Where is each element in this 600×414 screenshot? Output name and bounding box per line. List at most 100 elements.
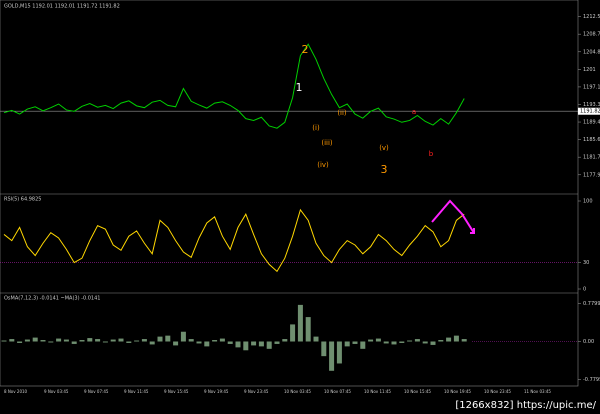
histogram-bar (1, 340, 7, 342)
histogram-bar (126, 341, 132, 343)
y-tick-label: 0 (583, 287, 586, 293)
histogram-bar (321, 341, 327, 357)
histogram-bar (446, 337, 452, 342)
wave-label: 1 (296, 81, 303, 94)
wave-label: (i) (312, 124, 320, 132)
x-tick-label: 9 Nov 19:45 (204, 389, 229, 394)
histogram-bar (290, 324, 296, 342)
histogram-bar (274, 341, 280, 344)
y-tick-label: 1185.6 (583, 137, 600, 143)
histogram-bar (24, 339, 30, 342)
histogram-bar (149, 341, 155, 345)
wave-label: a (412, 108, 416, 116)
histogram-bar (40, 340, 46, 342)
histogram-bar (56, 338, 62, 342)
histogram-bar (173, 341, 179, 346)
y-tick-label: 1208.7 (583, 32, 600, 38)
y-tick-label: 1177.9 (583, 172, 600, 178)
y-tick-label: 0.00 (583, 339, 594, 345)
histogram-bar (438, 340, 444, 342)
x-tick-label: 9 Nov 23:45 (244, 389, 269, 394)
histogram-bar (204, 341, 210, 347)
histogram-bar (344, 341, 350, 347)
y-tick-label: 1193.3 (583, 102, 600, 108)
wave-label: (v) (379, 144, 389, 152)
main-title: GOLD,M15 1192.01 1192.01 1191.72 1191.82 (4, 4, 120, 10)
y-tick-label: 1201 (583, 67, 596, 73)
histogram-bar (227, 341, 233, 344)
histogram-bar (266, 341, 272, 349)
x-tick-label: 10 Nov 07:45 (324, 389, 351, 394)
y-tick-label: 0.7799 (583, 301, 600, 307)
histogram-bar (141, 339, 147, 342)
wave-label: 3 (381, 163, 388, 176)
y-tick-label: 1181.75 (583, 155, 600, 161)
histogram-bar (79, 340, 85, 342)
y-tick-label: 100 (583, 199, 593, 205)
x-tick-label: 9 Nov 07:45 (84, 389, 109, 394)
wave-label: 2 (302, 43, 309, 56)
histogram-bar (87, 338, 93, 342)
histogram-bar (399, 341, 405, 343)
series-line (3, 43, 465, 129)
histogram-bar (48, 341, 54, 343)
histogram-bar (32, 337, 38, 342)
histogram-bar (414, 339, 420, 342)
histogram-bar (375, 338, 381, 342)
x-tick-label: 10 Nov 19:45 (444, 389, 471, 394)
histogram-bar (360, 341, 366, 349)
x-tick-label: 10 Nov 15:45 (404, 389, 431, 394)
histogram-bar (352, 341, 358, 344)
histogram-bar (9, 339, 15, 342)
wave-label: (iv) (317, 161, 329, 169)
histogram-bar (251, 341, 257, 346)
histogram-bar (71, 341, 77, 344)
histogram-bar (165, 335, 171, 342)
histogram-bar (461, 339, 467, 342)
histogram-bar (235, 341, 241, 348)
histogram-bar (17, 341, 23, 343)
histogram-bar (243, 341, 249, 351)
histogram-bar (383, 341, 389, 344)
wave-label: b (429, 150, 434, 158)
y-tick-label: 30 (583, 260, 589, 266)
watermark-bg (420, 398, 600, 412)
y-tick-label: 1189.45 (583, 120, 600, 126)
histogram-bar (391, 341, 397, 345)
y-tick-label: 1197.15 (583, 84, 600, 90)
rsi-title: RSI(5) 64.9825 (4, 197, 41, 203)
y-tick-label: 1212.55 (583, 14, 600, 20)
osma-title: OsMA(7,12,3) -0.0141 ~MA(3) -0.0141 (4, 296, 100, 302)
histogram-bar (336, 341, 342, 364)
x-tick-label: 9 Nov 03:45 (44, 389, 69, 394)
x-tick-label: 10 Nov 11:45 (364, 389, 391, 394)
histogram-bar (305, 317, 311, 342)
wave-label: (ii) (337, 109, 347, 117)
rsi-arrow (431, 199, 475, 234)
histogram-bar (368, 339, 374, 342)
watermark: [1266x832] https://upic.me/ (455, 400, 596, 411)
histogram-bar (157, 336, 163, 342)
histogram-bar (212, 340, 218, 342)
x-tick-label: 9 Nov 11:45 (124, 389, 149, 394)
histogram-bar (258, 341, 264, 347)
series-line (3, 208, 465, 273)
x-tick-label: 10 Nov 23:45 (484, 389, 511, 394)
price-tag (578, 107, 600, 115)
histogram-bar (110, 339, 116, 342)
x-tick-label: 10 Nov 03:45 (284, 389, 311, 394)
histogram-bar (63, 339, 69, 342)
histogram-bar (430, 341, 436, 345)
histogram-bar (453, 335, 459, 342)
histogram-bar (329, 341, 335, 371)
histogram-bar (313, 336, 319, 342)
price-label: 1191.82 (580, 109, 600, 115)
x-tick-label: 8 Nov 2010 (4, 389, 28, 394)
histogram-bar (219, 338, 225, 342)
histogram-bar (196, 341, 202, 344)
histogram-bar (180, 331, 186, 342)
histogram-bar (407, 340, 413, 342)
histogram-bar (188, 339, 194, 342)
histogram-bar (95, 339, 101, 342)
